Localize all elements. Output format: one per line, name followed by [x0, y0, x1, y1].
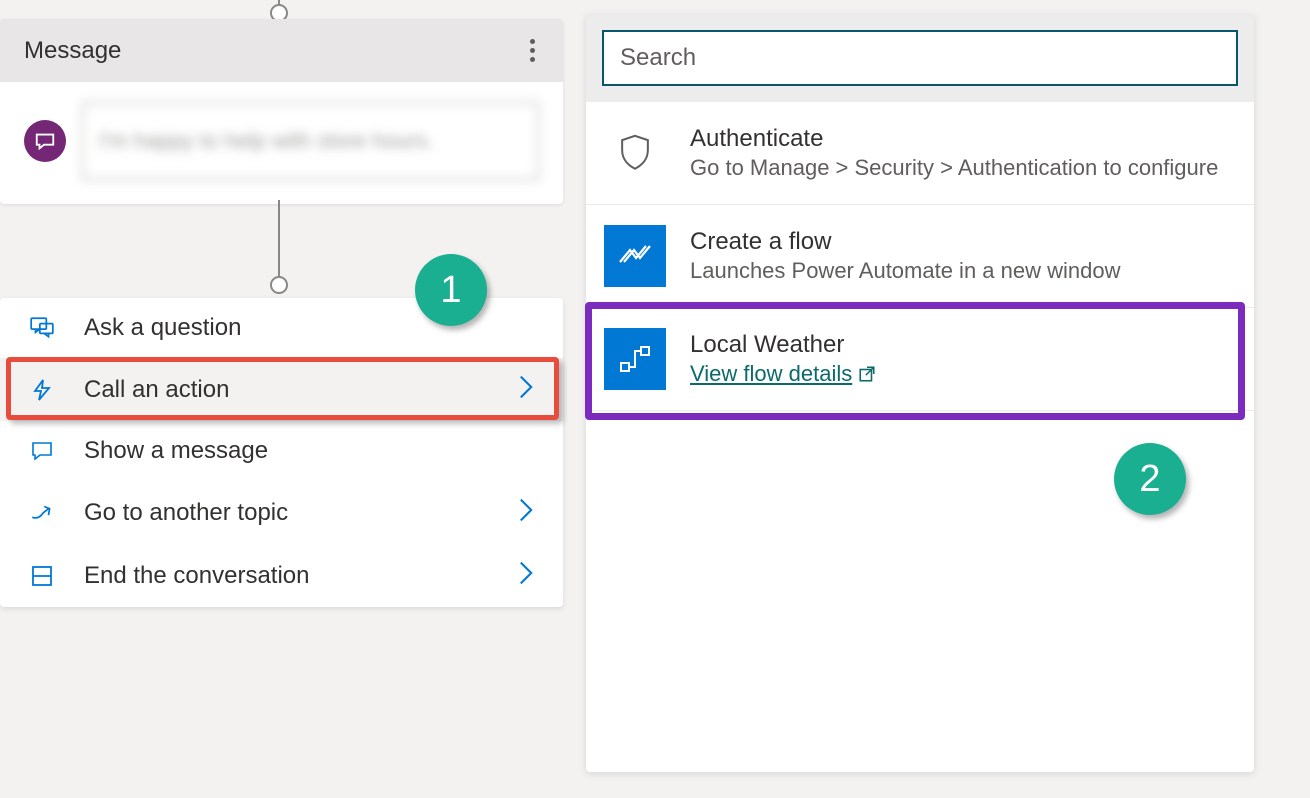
menu-item-label: Call an action: [84, 376, 489, 404]
menu-item-end-conversation[interactable]: End the conversation: [0, 544, 563, 607]
flow-item-title: Authenticate: [690, 125, 1218, 153]
menu-item-label: End the conversation: [84, 562, 489, 590]
lightning-icon: [28, 376, 56, 404]
flow-item-text: Local Weather View flow details: [690, 331, 876, 387]
message-icon: [28, 437, 56, 465]
flow-item-local-weather[interactable]: Local Weather View flow details: [586, 308, 1254, 411]
chevron-right-icon: [517, 560, 535, 591]
external-link-icon: [858, 365, 876, 383]
message-card: Message I'm happy to help with store hou…: [0, 19, 563, 204]
flow-item-text: Create a flow Launches Power Automate in…: [690, 228, 1120, 284]
flow-link-text: View flow details: [690, 361, 852, 387]
connector-line-mid: [278, 200, 280, 278]
flow-item-create-flow[interactable]: Create a flow Launches Power Automate in…: [586, 205, 1254, 308]
flow-item-title: Local Weather: [690, 331, 876, 359]
flow-item-text: Authenticate Go to Manage > Security > A…: [690, 125, 1218, 181]
badge-number: 2: [1139, 458, 1160, 501]
menu-item-go-topic[interactable]: Go to another topic: [0, 481, 563, 544]
message-text-value: I'm happy to help with store hours.: [99, 128, 433, 154]
speech-bubble-icon: [24, 120, 66, 162]
message-text-input[interactable]: I'm happy to help with store hours.: [82, 102, 539, 180]
flow-item-subtitle: Launches Power Automate in a new window: [690, 258, 1120, 284]
redirect-arrow-icon: [28, 499, 56, 527]
menu-item-show-message[interactable]: Show a message: [0, 421, 563, 481]
connector-node-mid[interactable]: [270, 276, 288, 294]
message-card-title: Message: [24, 37, 121, 65]
badge-number: 1: [440, 269, 461, 312]
flow-create-icon: [604, 225, 666, 287]
search-input[interactable]: [602, 30, 1238, 86]
flow-item-subtitle: Go to Manage > Security > Authentication…: [690, 155, 1218, 181]
shield-icon: [604, 122, 666, 184]
message-card-header: Message: [0, 19, 563, 82]
flow-list: Authenticate Go to Manage > Security > A…: [586, 102, 1254, 411]
annotation-badge-2: 2: [1114, 443, 1186, 515]
chevron-right-icon: [517, 497, 535, 528]
question-bubble-icon: [28, 314, 56, 342]
menu-item-label: Go to another topic: [84, 499, 489, 527]
action-picker-panel: Authenticate Go to Manage > Security > A…: [586, 14, 1254, 772]
chevron-right-icon: [517, 374, 535, 405]
more-options-button[interactable]: [526, 33, 539, 68]
annotation-badge-1: 1: [415, 254, 487, 326]
search-wrapper: [586, 14, 1254, 102]
view-flow-details-link[interactable]: View flow details: [690, 361, 876, 387]
flow-item-authenticate[interactable]: Authenticate Go to Manage > Security > A…: [586, 102, 1254, 205]
node-action-menu: Ask a question Call an action Show a: [0, 298, 563, 607]
menu-item-call-action[interactable]: Call an action: [0, 358, 563, 421]
message-card-body: I'm happy to help with store hours.: [0, 82, 563, 204]
flow-item-title: Create a flow: [690, 228, 1120, 256]
end-square-icon: [28, 562, 56, 590]
menu-item-label: Show a message: [84, 437, 535, 465]
flow-connected-icon: [604, 328, 666, 390]
